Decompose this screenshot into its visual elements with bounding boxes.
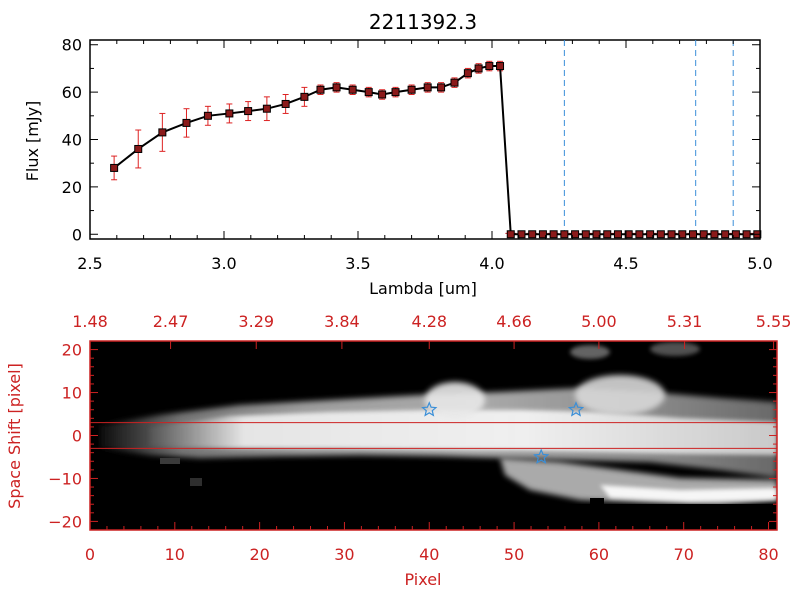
- image-x-axis-label: Pixel: [404, 570, 441, 589]
- flux-point: [110, 163, 119, 172]
- flux-point: [603, 230, 612, 239]
- shift-tick-label: 20: [62, 341, 82, 360]
- pixel-tick-label: 50: [504, 545, 524, 564]
- flux-point: [485, 62, 494, 71]
- star-marker: [533, 448, 550, 464]
- x-tick-label: 4.0: [479, 254, 504, 273]
- wavelength-tick-label: 4.66: [496, 312, 532, 331]
- flux-point: [581, 230, 590, 239]
- flux-point: [517, 230, 526, 239]
- flux-point: [571, 230, 580, 239]
- spectrum-frame: [89, 39, 761, 240]
- wavelength-tick-label: 1.48: [72, 312, 108, 331]
- flux-point: [678, 230, 687, 239]
- flux-point: [496, 62, 505, 71]
- wavelength-tick-label: 3.84: [324, 312, 360, 331]
- x-tick-label: 3.0: [211, 254, 236, 273]
- shift-tick-label: 10: [62, 384, 82, 403]
- x-tick-label: 2.5: [77, 254, 102, 273]
- star-marker: [421, 401, 438, 417]
- flux-point: [560, 230, 569, 239]
- flux-point: [332, 83, 341, 92]
- wavelength-tick-label: 5.00: [581, 312, 617, 331]
- wavelength-tick-label: 3.29: [238, 312, 274, 331]
- wavelength-tick-label: 5.55: [756, 312, 792, 331]
- wavelength-tick-label: 5.31: [667, 312, 703, 331]
- y-tick-label: 40: [62, 131, 82, 150]
- flux-point: [300, 92, 309, 101]
- flux-point: [656, 230, 665, 239]
- flux-point: [549, 230, 558, 239]
- flux-point: [437, 83, 446, 92]
- y-tick-label: 0: [72, 225, 82, 244]
- pixel-tick-label: 60: [589, 545, 609, 564]
- flux-point: [225, 109, 234, 118]
- image-axes-ticks: 0 10 20 30 40 50 60 70 80 1.48 2.47 3.29 3.84 4.28 4.6…: [48, 312, 791, 564]
- flux-point: [506, 230, 515, 239]
- x-tick-label: 4.5: [613, 254, 638, 273]
- flux-point: [407, 85, 416, 94]
- flux-point: [528, 230, 537, 239]
- spectral-image: [90, 341, 777, 530]
- pixel-tick-label: 80: [758, 545, 778, 564]
- pixel-tick-label: 40: [419, 545, 439, 564]
- flux-point: [364, 88, 373, 97]
- wavelength-tick-label: 2.47: [153, 312, 189, 331]
- x-tick-label: 5.0: [747, 254, 772, 273]
- image-y-axis-label: Space Shift [pixel]: [5, 363, 24, 509]
- y-tick-label: 60: [62, 83, 82, 102]
- flux-point: [721, 230, 730, 239]
- flux-point: [613, 230, 622, 239]
- flux-point: [281, 99, 290, 108]
- flux-point: [667, 230, 676, 239]
- flux-point: [262, 104, 271, 113]
- y-tick-label: 80: [62, 36, 82, 55]
- flux-point: [635, 230, 644, 239]
- spectrum-x-axis-label: Lambda [um]: [369, 279, 477, 298]
- flux-point: [203, 111, 212, 120]
- shift-tick-label: 0: [72, 427, 82, 446]
- flux-point: [474, 64, 483, 73]
- flux-point: [391, 88, 400, 97]
- pixel-tick-label: 30: [334, 545, 354, 564]
- flux-point: [624, 230, 633, 239]
- flux-point: [423, 83, 432, 92]
- spectrum-panel: 2211392.3 2.5 3.0 3.5 4.0 4.5 5.0 0 20 40 60 80 L…: [23, 10, 773, 298]
- flux-point: [538, 230, 547, 239]
- spectrum-y-ticks: 0 20 40 60 80: [62, 36, 760, 244]
- spectrum-plot-area: [89, 39, 762, 240]
- flux-point: [689, 230, 697, 239]
- flux-point: [710, 230, 719, 239]
- chart-title: 2211392.3: [369, 10, 477, 34]
- x-tick-label: 3.5: [345, 254, 370, 273]
- flux-line: [113, 65, 758, 236]
- flux-point: [463, 69, 472, 78]
- pixel-tick-label: 0: [85, 545, 95, 564]
- flux-point: [348, 85, 357, 94]
- flux-point: [378, 90, 387, 99]
- shift-tick-label: −20: [48, 512, 82, 531]
- flux-point: [450, 78, 459, 87]
- y-tick-label: 20: [62, 178, 82, 197]
- pixel-tick-label: 20: [249, 545, 269, 564]
- flux-point: [158, 128, 167, 137]
- flux-point: [244, 107, 253, 116]
- image-panel: 0 10 20 30 40 50 60 70 80 1.48 2.47 3.29 3.84 4.28 4.6…: [5, 312, 791, 589]
- shift-tick-label: −10: [48, 469, 82, 488]
- flux-point: [592, 230, 601, 239]
- flux-point: [646, 230, 655, 239]
- spectrum-x-ticks: 2.5 3.0 3.5 4.0 4.5 5.0: [77, 40, 773, 273]
- flux-point: [731, 230, 740, 239]
- flux-point: [742, 230, 751, 239]
- flux-point: [134, 144, 143, 153]
- flux-point: [699, 230, 708, 239]
- pixel-tick-label: 70: [674, 545, 694, 564]
- flux-point: [316, 85, 325, 94]
- pixel-tick-label: 10: [165, 545, 185, 564]
- wavelength-tick-label: 4.28: [411, 312, 447, 331]
- flux-point: [182, 118, 191, 127]
- star-marker: [567, 401, 585, 417]
- spectrum-y-axis-label: Flux [mJy]: [23, 101, 42, 182]
